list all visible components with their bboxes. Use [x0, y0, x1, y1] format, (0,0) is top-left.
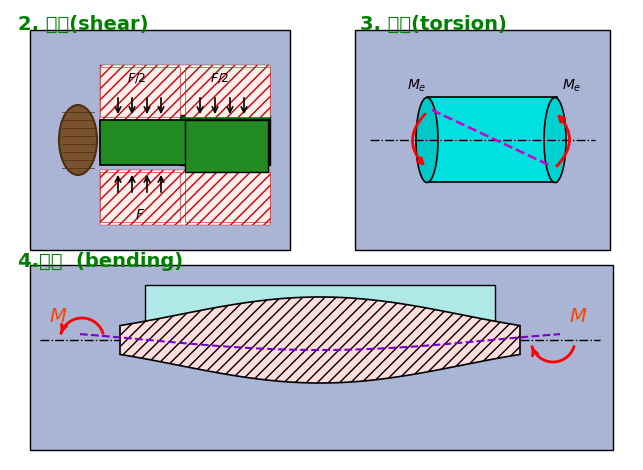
Text: 4.弯曲  (bending): 4.弯曲 (bending)	[18, 252, 183, 271]
Bar	[355, 30, 610, 250]
Bar	[427, 97, 557, 182]
Text: $F$: $F$	[135, 208, 145, 222]
Ellipse shape	[59, 105, 97, 175]
Text: $M$: $M$	[569, 307, 587, 326]
Text: 3. 扭转(torsion): 3. 扭转(torsion)	[360, 15, 507, 34]
Text: $M_e$: $M_e$	[407, 78, 427, 94]
Bar	[185, 120, 268, 172]
Bar	[100, 67, 180, 117]
Ellipse shape	[544, 97, 566, 182]
Bar	[180, 115, 270, 165]
Ellipse shape	[416, 97, 438, 182]
Bar	[185, 67, 270, 117]
Bar	[30, 265, 613, 450]
Text: $M_e$: $M_e$	[562, 78, 581, 94]
Bar	[100, 172, 180, 222]
Bar	[145, 285, 495, 335]
Text: 2. 剪切(shear): 2. 剪切(shear)	[18, 15, 149, 34]
Text: $M$: $M$	[49, 307, 67, 326]
FancyBboxPatch shape	[30, 30, 290, 250]
Bar	[100, 170, 270, 225]
Bar	[100, 65, 270, 120]
Text: $F/2$: $F/2$	[127, 71, 147, 85]
Text: $F/2$: $F/2$	[210, 71, 230, 85]
Polygon shape	[120, 297, 520, 383]
Bar	[100, 120, 180, 160]
Bar	[185, 172, 270, 222]
Bar	[100, 120, 270, 165]
